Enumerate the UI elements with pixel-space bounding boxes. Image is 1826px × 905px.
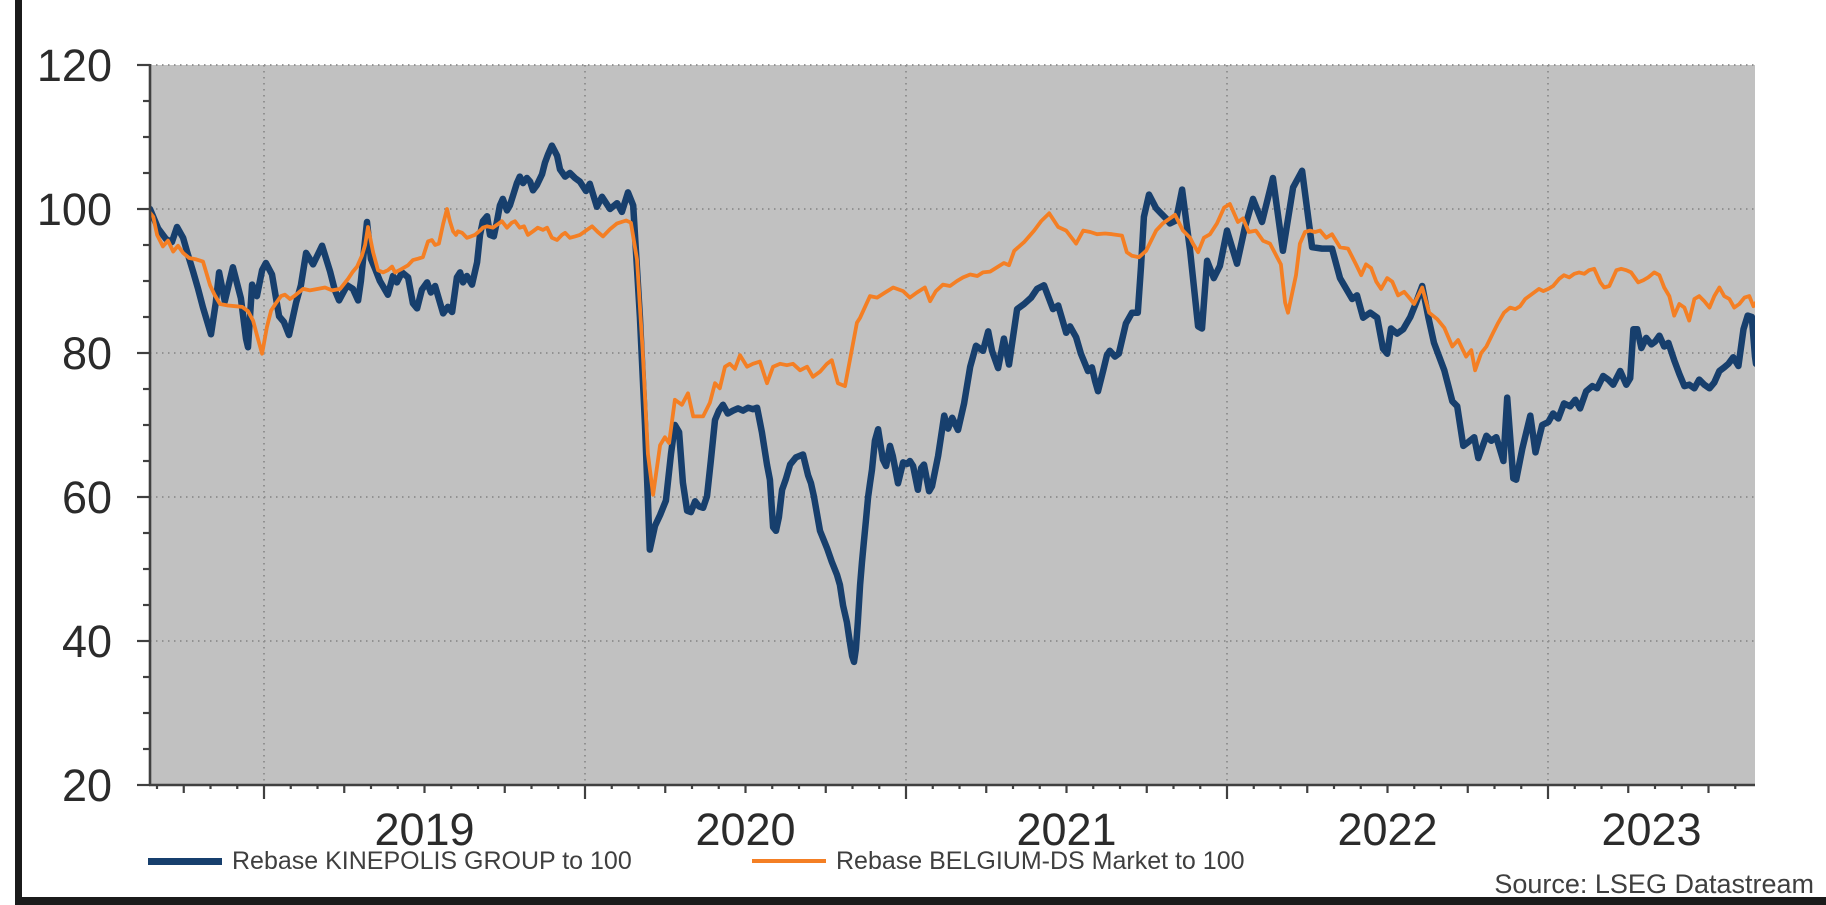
y-axis-ticks — [137, 63, 150, 787]
chart-legend: Rebase KINEPOLIS GROUP to 100 Rebase BEL… — [0, 846, 1826, 880]
x-axis-ticks — [155, 785, 1737, 799]
x-tick-label: 2021 — [1016, 804, 1116, 855]
kinepolis-line-swatch — [148, 857, 222, 865]
legend-item-kinepolis: Rebase KINEPOLIS GROUP to 100 — [148, 846, 632, 876]
y-axis-labels: 20 40 60 80 100 120 — [37, 40, 112, 811]
y-tick-label: 20 — [62, 760, 112, 811]
x-tick-label: 2023 — [1601, 804, 1701, 855]
series-lines — [150, 142, 1755, 666]
x-tick-label: 2022 — [1337, 804, 1437, 855]
belgium-line-swatch — [752, 859, 826, 863]
y-tick-label: 80 — [62, 328, 112, 379]
source-attribution: Source: LSEG Datastream — [1494, 869, 1814, 899]
legend-label-kinepolis: Rebase KINEPOLIS GROUP to 100 — [232, 846, 632, 875]
y-tick-label: 120 — [37, 40, 112, 91]
x-tick-label: 2020 — [695, 804, 795, 855]
legend-item-belgium: Rebase BELGIUM-DS Market to 100 — [752, 846, 1245, 876]
left-frame-border — [15, 0, 22, 905]
y-tick-label: 100 — [37, 184, 112, 235]
x-axis-labels: 2019 2020 2021 2022 2023 — [374, 804, 1701, 855]
bottom-frame-border — [15, 897, 1826, 905]
kinepolis-series-line — [150, 142, 1755, 666]
y-tick-label: 40 — [62, 616, 112, 667]
legend-label-belgium: Rebase BELGIUM-DS Market to 100 — [836, 846, 1245, 875]
x-tick-label: 2019 — [374, 804, 474, 855]
belgium-series-line — [150, 202, 1755, 497]
y-tick-label: 60 — [62, 472, 112, 523]
